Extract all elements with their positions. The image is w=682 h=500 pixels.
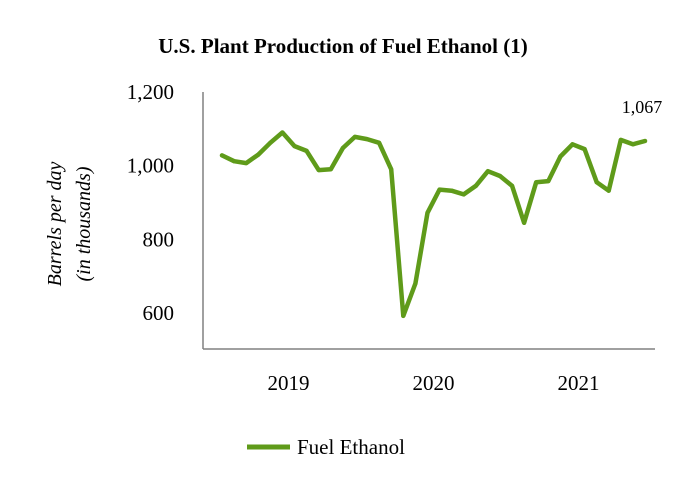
x-tick-label: 2021 xyxy=(558,371,600,395)
series-point xyxy=(352,134,357,139)
series-point xyxy=(292,144,297,149)
series-point xyxy=(449,188,454,193)
series-point xyxy=(522,220,527,225)
y-tick-label: 1,000 xyxy=(127,154,174,178)
x-tick-label: 2020 xyxy=(413,371,455,395)
series-point xyxy=(594,180,599,185)
series-point xyxy=(280,130,285,135)
series-point xyxy=(232,159,237,164)
series-point xyxy=(316,168,321,173)
series-point xyxy=(256,152,261,157)
legend: Fuel Ethanol xyxy=(247,435,405,459)
series-point xyxy=(534,180,539,185)
y-axis-label-line-2: (in thousands) xyxy=(73,166,95,281)
x-tick-label: 2019 xyxy=(267,371,309,395)
y-tick-label: 1,200 xyxy=(127,80,174,104)
series-point xyxy=(244,161,249,166)
series-point xyxy=(304,148,309,153)
series-point xyxy=(510,183,515,188)
x-ticks: 2019 2020 2021 xyxy=(267,371,599,395)
series-point xyxy=(606,188,611,193)
y-ticks: 600 800 1,000 1,200 xyxy=(127,80,174,325)
series-point xyxy=(582,147,587,152)
series-line xyxy=(219,130,648,319)
series-point xyxy=(437,187,442,192)
series-point xyxy=(340,146,345,150)
series-group xyxy=(219,130,648,319)
legend-label: Fuel Ethanol xyxy=(297,435,405,459)
series-point xyxy=(546,179,551,184)
series-point xyxy=(377,140,382,145)
chart-title: U.S. Plant Production of Fuel Ethanol (1… xyxy=(158,34,527,58)
series-point xyxy=(630,142,635,147)
series-point xyxy=(401,313,406,318)
series-point xyxy=(643,139,647,143)
series-point xyxy=(498,174,502,178)
series-point xyxy=(268,140,273,145)
series-point xyxy=(220,153,224,158)
series-point xyxy=(389,167,394,172)
series-point xyxy=(328,167,333,172)
y-tick-label: 600 xyxy=(143,301,175,325)
series-point xyxy=(473,183,478,188)
series-point xyxy=(365,137,369,142)
series-point xyxy=(425,210,430,215)
y-tick-label: 800 xyxy=(143,227,175,251)
series-point xyxy=(485,169,490,174)
series-point xyxy=(618,137,623,142)
annotations: 1,067 xyxy=(622,97,663,117)
series-point xyxy=(461,192,466,197)
series-point xyxy=(413,281,418,286)
data-label: 1,067 xyxy=(622,97,663,117)
series-point xyxy=(570,142,575,147)
y-axis-label-line-1: Barrels per day xyxy=(44,161,66,286)
series-point xyxy=(558,154,563,159)
